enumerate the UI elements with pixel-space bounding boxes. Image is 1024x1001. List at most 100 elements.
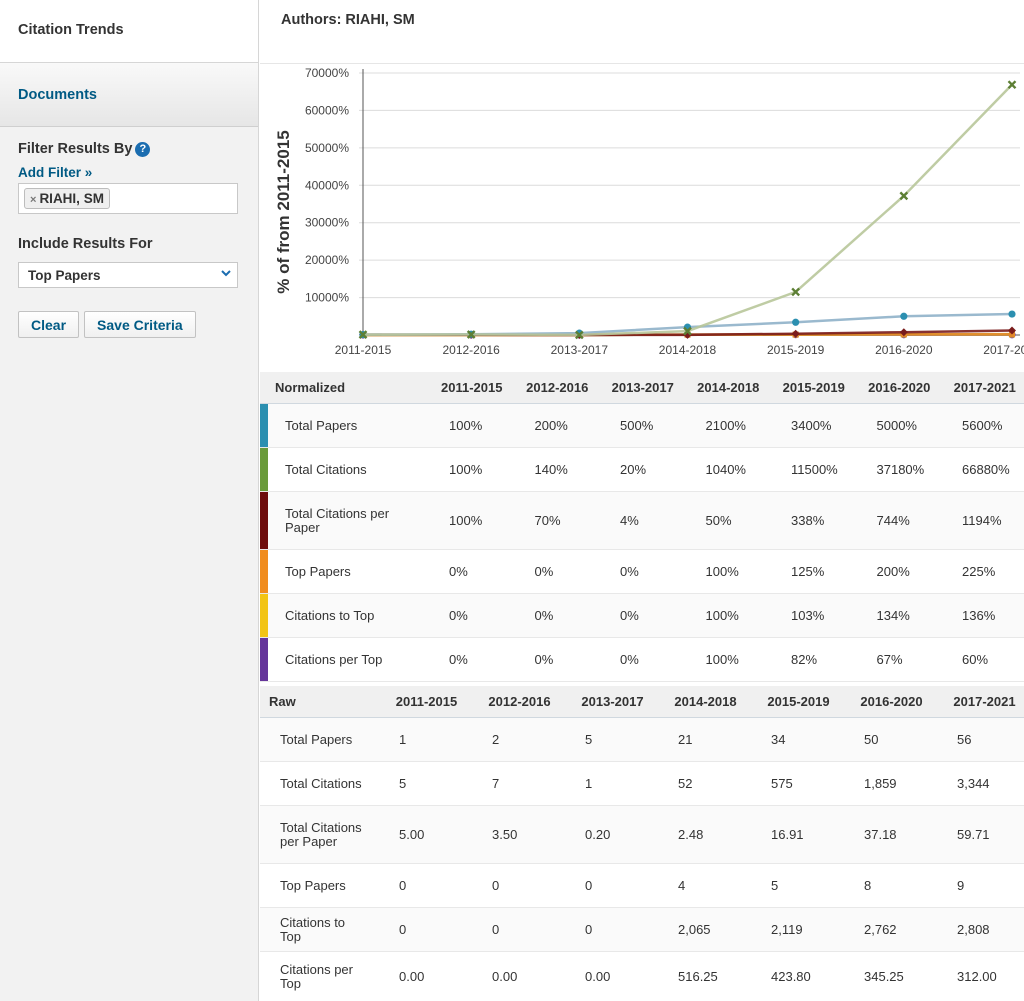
add-filter-link[interactable]: Add Filter » xyxy=(18,165,93,180)
row-label: Total Citations per Paper xyxy=(285,505,390,535)
documents-link[interactable]: Documents xyxy=(0,63,258,127)
filter-section: Filter Results By? Add Filter » × RIAHI, … xyxy=(0,141,258,338)
help-icon[interactable]: ? xyxy=(135,142,151,157)
series-color-swatch xyxy=(260,404,268,447)
column-header[interactable]: 2016-2020 xyxy=(868,380,931,395)
column-header[interactable]: 2012-2016 xyxy=(526,380,589,395)
column-header[interactable]: 2012-2016 xyxy=(488,694,551,709)
table-cell: 7 xyxy=(492,776,500,791)
column-header[interactable]: 2011-2015 xyxy=(441,380,503,395)
column-header[interactable]: 2017-2021 xyxy=(953,694,1016,709)
data-point xyxy=(791,329,800,338)
table-cell: 2,065 xyxy=(678,922,711,937)
filter-input[interactable]: × RIAHI, SM xyxy=(18,183,238,214)
table-cell: 0 xyxy=(399,922,407,937)
table-row: Citations to Top 0 0 0 2,065 2,119 2,762 2,808 xyxy=(260,908,1024,952)
table-cell: 5 xyxy=(585,732,593,747)
table-cell: 52 xyxy=(678,776,693,791)
data-point xyxy=(899,328,908,337)
raw-table: Raw 2011-2015 2012-2016 2013-2017 2014-2018 2… xyxy=(260,686,1024,1001)
include-results-select[interactable]: Top Papers xyxy=(18,262,238,288)
table-row: Citations to Top 0% 0% 0% 100% 103% 134% 136% xyxy=(260,594,1024,638)
x-tick-label: 2016-2020 xyxy=(875,343,933,357)
column-header[interactable]: 2016-2020 xyxy=(860,694,923,709)
column-header[interactable]: 2015-2019 xyxy=(767,694,830,709)
data-point xyxy=(791,287,801,297)
table-cell: 1194% xyxy=(962,513,1002,528)
table-row: Total Citations per Paper 5.00 3.50 0.20 2.4… xyxy=(260,806,1024,864)
table-cell: 312.00 xyxy=(957,969,997,984)
row-label: Citations per Top xyxy=(280,961,353,991)
table-cell: 21 xyxy=(678,732,693,747)
remove-chip-icon[interactable]: × xyxy=(30,194,37,206)
column-header[interactable]: 2014-2018 xyxy=(674,694,737,709)
table-cell: 0% xyxy=(620,564,639,579)
table-cell: 5 xyxy=(771,878,779,893)
column-header[interactable]: 2014-2018 xyxy=(697,380,760,395)
sidebar-title: Citation Trends xyxy=(0,0,258,63)
row-label: Total Papers xyxy=(285,417,358,433)
table-cell: 5 xyxy=(399,776,407,791)
table-cell: 2 xyxy=(492,732,500,747)
table-cell: 37.18 xyxy=(864,827,897,842)
authors-title: Authors: RIAHI, SM xyxy=(281,12,415,28)
row-label: Citations per Top xyxy=(285,651,383,667)
table-cell: 5600% xyxy=(962,418,1003,433)
table-cell: 0.00 xyxy=(585,969,611,984)
table-cell: 3400% xyxy=(791,418,832,433)
column-header[interactable]: 2013-2017 xyxy=(581,694,644,709)
data-point xyxy=(1008,310,1016,318)
y-tick-label: 60000% xyxy=(305,103,349,117)
sidebar: Citation Trends Documents Filter Results… xyxy=(0,0,259,1001)
table-cell: 0 xyxy=(585,878,593,893)
table-cell: 134% xyxy=(876,608,910,623)
table-cell: 0% xyxy=(534,652,554,667)
table-cell: 0.00 xyxy=(399,969,425,984)
table-cell: 0% xyxy=(534,608,554,623)
raw-table-body: Total Papers 1 2 5 21 34 50 56 Total Citations 5 7… xyxy=(260,718,1024,1001)
series-color-swatch xyxy=(260,594,268,637)
table-cell: 100% xyxy=(705,564,739,579)
row-label: Total Citations xyxy=(285,461,367,477)
table-cell: 100% xyxy=(705,608,739,623)
table-cell: 2.48 xyxy=(678,827,704,842)
data-point xyxy=(574,330,584,340)
clear-button[interactable]: Clear xyxy=(18,311,80,338)
table-cell: 2100% xyxy=(705,418,746,433)
filter-chip-label: RIAHI, SM xyxy=(39,191,104,206)
column-header[interactable]: 2013-2017 xyxy=(611,380,674,395)
data-point xyxy=(792,318,800,326)
column-header[interactable]: 2011-2015 xyxy=(395,694,458,709)
include-results-value: Top Papers xyxy=(28,268,101,283)
data-point xyxy=(899,191,909,201)
table-cell: 100% xyxy=(449,418,483,433)
table-cell: 4% xyxy=(620,513,639,528)
table-cell: 16.91 xyxy=(771,827,804,842)
table-cell: 67% xyxy=(876,652,903,667)
y-tick-label: 50000% xyxy=(305,141,349,155)
column-header[interactable]: 2017-2021 xyxy=(953,380,1016,395)
table-row: Total Citations 100% 140% 20% 1040% 11500% 371… xyxy=(260,448,1024,492)
table-cell: 82% xyxy=(791,652,818,667)
table-cell: 11500% xyxy=(791,462,838,477)
table-cell: 0.00 xyxy=(492,969,518,984)
table-header-label: Normalized xyxy=(275,380,346,395)
table-cell: 0% xyxy=(620,608,639,623)
table-cell: 516.25 xyxy=(678,969,718,984)
save-criteria-button[interactable]: Save Criteria xyxy=(84,311,196,338)
table-cell: 1040% xyxy=(705,462,746,477)
x-tick-label: 2017-2021 xyxy=(983,343,1024,357)
column-header[interactable]: 2015-2019 xyxy=(782,380,845,395)
chevron-down-icon[interactable] xyxy=(217,266,235,284)
y-tick-label: 70000% xyxy=(305,66,349,80)
table-row: Citations per Top 0% 0% 0% 100% 82% 67% 60% xyxy=(260,638,1024,682)
include-heading: Include Results For xyxy=(18,236,153,252)
row-label: Citations to Top xyxy=(280,914,346,944)
table-cell: 0 xyxy=(492,878,500,893)
table-cell: 136% xyxy=(962,608,996,623)
table-row: Total Papers 100% 200% 500% 2100% 3400% 5000% 5… xyxy=(260,404,1024,448)
filter-chip[interactable]: × RIAHI, SM xyxy=(24,188,110,209)
table-cell: 0 xyxy=(399,878,407,893)
x-tick-label: 2014-2018 xyxy=(659,343,717,357)
table-row: Total Papers 1 2 5 21 34 50 56 xyxy=(260,718,1024,762)
